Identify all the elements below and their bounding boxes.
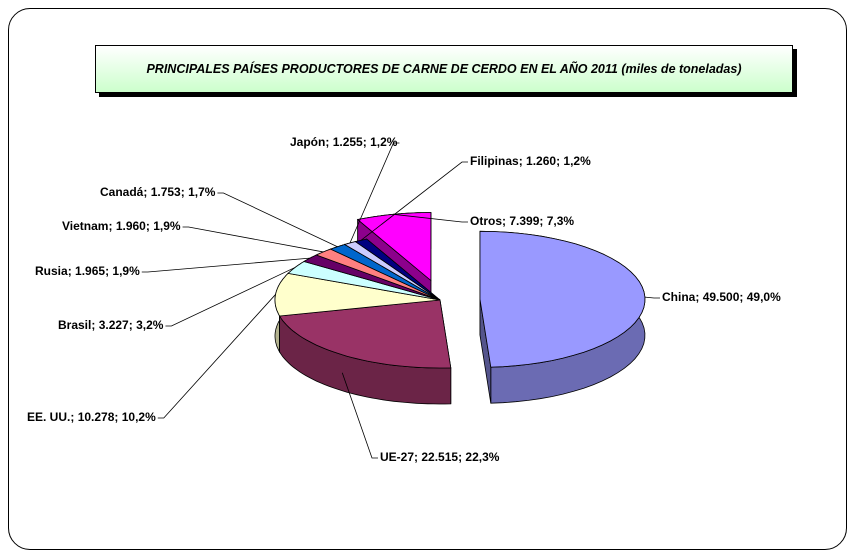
- label-separator: ;: [325, 135, 332, 149]
- label-separator: ;: [739, 290, 746, 304]
- label-category: Otros: [470, 214, 502, 228]
- label-category: China: [662, 290, 696, 304]
- label-category: Vietnam: [62, 219, 108, 233]
- label-separator: ;: [414, 450, 421, 464]
- chart-title: PRINCIPALES PAÍSES PRODUCTORES DE CARNE …: [146, 62, 742, 76]
- label-separator: ;: [519, 154, 526, 168]
- data-label: Filipinas; 1.260; 1,2%: [470, 154, 591, 168]
- label-separator: ;: [539, 214, 546, 228]
- label-separator: ;: [68, 264, 75, 278]
- leader-line: [157, 294, 276, 419]
- label-percent: 1,9%: [112, 264, 140, 278]
- chart-frame: [8, 8, 847, 550]
- data-label: EE. UU.; 10.278; 10,2%: [27, 410, 156, 424]
- label-percent: 22,3%: [465, 450, 499, 464]
- label-separator: ;: [363, 135, 370, 149]
- label-value: 7.399: [509, 214, 539, 228]
- slice: [329, 244, 441, 301]
- label-value: 49.500: [703, 290, 740, 304]
- label-separator: ;: [458, 450, 465, 464]
- leader-line: [341, 372, 378, 459]
- leader-line: [349, 142, 400, 244]
- label-category: EE. UU.: [27, 410, 70, 424]
- label-value: 1.255: [333, 135, 363, 149]
- label-separator: ;: [70, 410, 77, 424]
- label-separator: ;: [181, 185, 188, 199]
- label-separator: ;: [502, 214, 509, 228]
- label-separator: ;: [91, 318, 98, 332]
- label-percent: 1,9%: [153, 219, 181, 233]
- label-value: 3.227: [99, 318, 129, 332]
- label-separator: ;: [146, 219, 153, 233]
- label-category: Filipinas: [470, 154, 519, 168]
- label-percent: 49,0%: [747, 290, 781, 304]
- data-label: Otros; 7.399; 7,3%: [470, 214, 574, 228]
- leader-line: [141, 257, 310, 273]
- slice: [354, 238, 441, 301]
- leader-line: [165, 266, 296, 327]
- data-label: China; 49.500; 49,0%: [662, 290, 781, 304]
- label-value: 22.515: [421, 450, 458, 464]
- leader-line: [182, 226, 324, 253]
- label-value: 10.278: [78, 410, 115, 424]
- leader-line: [217, 192, 338, 248]
- data-label: Rusia; 1.965; 1,9%: [35, 264, 140, 278]
- label-percent: 1,2%: [370, 135, 398, 149]
- label-percent: 1,2%: [563, 154, 591, 168]
- data-label: Japón; 1.255; 1,2%: [290, 135, 398, 149]
- label-separator: ;: [105, 264, 112, 278]
- label-category: Canadá: [100, 185, 144, 199]
- data-label: Brasil; 3.227; 3,2%: [58, 318, 164, 332]
- label-value: 1.965: [75, 264, 105, 278]
- label-percent: 3,2%: [136, 318, 164, 332]
- label-category: UE-27: [380, 450, 414, 464]
- slice: [274, 272, 441, 317]
- label-percent: 10,2%: [122, 410, 156, 424]
- label-separator: ;: [114, 410, 121, 424]
- leader-line: [393, 213, 468, 223]
- label-value: 1.753: [151, 185, 181, 199]
- label-value: 1.960: [116, 219, 146, 233]
- label-category: Rusia: [35, 264, 68, 278]
- slice: [315, 248, 441, 301]
- slice: [303, 254, 441, 301]
- label-separator: ;: [108, 219, 115, 233]
- leader-line: [644, 296, 660, 299]
- label-separator: ;: [556, 154, 563, 168]
- label-category: Japón: [290, 135, 325, 149]
- slice: [278, 299, 452, 369]
- label-category: Brasil: [58, 318, 91, 332]
- data-label: UE-27; 22.515; 22,3%: [380, 450, 500, 464]
- label-separator: ;: [695, 290, 702, 304]
- title-box: PRINCIPALES PAÍSES PRODUCTORES DE CARNE …: [95, 45, 793, 93]
- data-label: Vietnam; 1.960; 1,9%: [62, 219, 181, 233]
- label-value: 1.260: [526, 154, 556, 168]
- data-label: Canadá; 1.753; 1,7%: [100, 185, 216, 199]
- label-percent: 1,7%: [188, 185, 216, 199]
- label-separator: ;: [143, 185, 150, 199]
- label-separator: ;: [129, 318, 136, 332]
- label-percent: 7,3%: [547, 214, 575, 228]
